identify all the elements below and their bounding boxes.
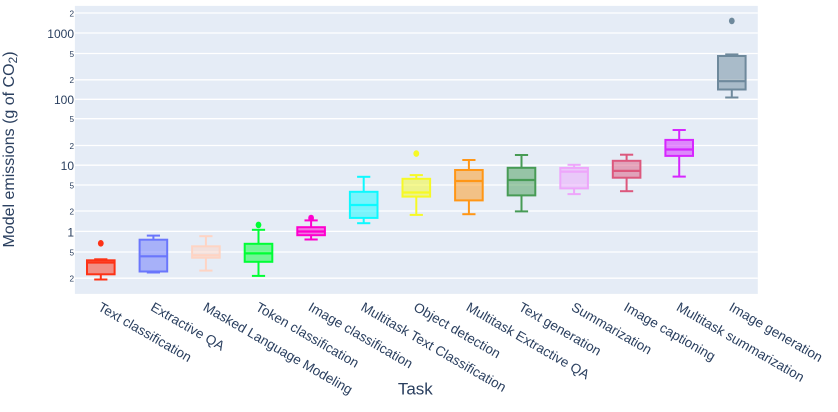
svg-text:5: 5 xyxy=(69,115,74,124)
svg-text:5: 5 xyxy=(69,181,74,190)
svg-text:10: 10 xyxy=(61,159,75,173)
svg-text:5: 5 xyxy=(69,50,74,59)
svg-text:5: 5 xyxy=(69,248,74,257)
svg-text:1000: 1000 xyxy=(47,27,74,41)
svg-text:2: 2 xyxy=(69,207,74,216)
svg-text:2: 2 xyxy=(69,142,74,151)
svg-text:100: 100 xyxy=(54,93,74,107)
svg-text:2: 2 xyxy=(69,275,74,284)
svg-text:2: 2 xyxy=(69,9,74,18)
svg-text:Task: Task xyxy=(398,379,433,398)
svg-text:Model emissions (g of CO2): Model emissions (g of CO2) xyxy=(1,51,20,247)
svg-text:2: 2 xyxy=(69,76,74,85)
svg-text:1: 1 xyxy=(67,225,74,239)
